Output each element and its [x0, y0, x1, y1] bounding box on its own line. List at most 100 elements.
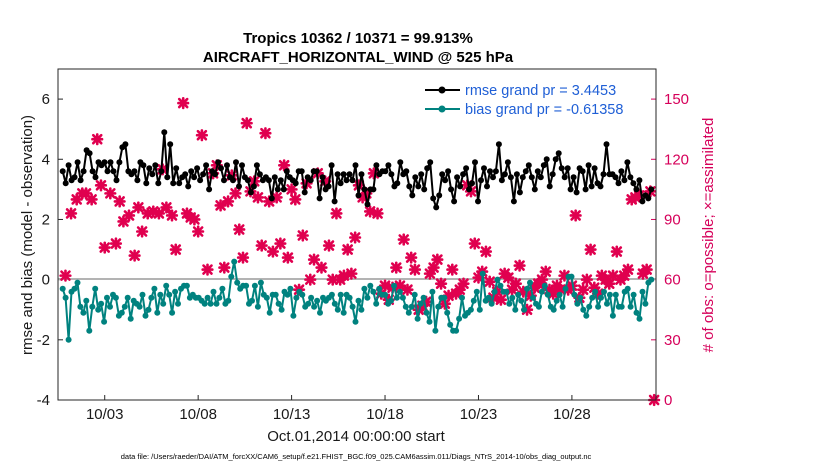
rmse-point: [176, 180, 183, 187]
bias-point: [80, 309, 87, 316]
rmse-point: [298, 168, 305, 175]
rmse-point: [155, 180, 162, 187]
obs-assimilated-marker: [304, 273, 317, 286]
obs-assimilated-marker: [610, 245, 623, 258]
bias-point: [263, 294, 270, 301]
rmse-point: [507, 174, 514, 181]
obs-assimilated-marker: [322, 239, 336, 252]
y-left-tick-label: 0: [42, 272, 50, 289]
bias-point: [317, 309, 323, 316]
rmse-point: [469, 180, 475, 187]
bias-point: [370, 288, 377, 295]
rmse-point: [633, 186, 640, 193]
bias-point: [71, 285, 78, 292]
bias-point: [553, 297, 560, 304]
rmse-point: [134, 177, 141, 184]
rmse-point: [292, 180, 299, 187]
rmse-point: [484, 183, 490, 190]
bias-point: [414, 315, 421, 322]
bias-point: [254, 303, 261, 310]
data-file-footnote: data file: /Users/raeder/DAI/ATM_forcXX/…: [121, 452, 592, 461]
obs-assimilated-marker: [109, 237, 123, 250]
x-axis-label: Oct.01,2014 00:00:00 start: [267, 428, 445, 445]
bias-point: [556, 291, 563, 298]
bias-point: [249, 297, 255, 304]
bias-point: [423, 309, 430, 316]
bias-point: [642, 300, 649, 307]
bias-point: [488, 300, 495, 307]
obs-assimilated-marker: [195, 129, 208, 142]
rmse-point: [636, 177, 643, 184]
rmse-point: [253, 162, 260, 169]
rmse-point: [531, 186, 538, 193]
rmse-point: [149, 171, 156, 178]
rmse-point: [116, 159, 123, 166]
rmse-point: [522, 168, 529, 175]
obs-assimilated-marker: [188, 213, 201, 226]
rmse-point: [274, 186, 281, 193]
bias-point: [586, 303, 593, 310]
bias-point: [574, 300, 581, 307]
bias-point: [204, 294, 211, 301]
obs-assimilated-marker: [584, 243, 597, 256]
bias-point: [589, 294, 596, 301]
rmse-point: [80, 168, 87, 175]
rmse-point: [600, 171, 607, 178]
obs-assimilated-marker: [483, 275, 496, 288]
obs-assimilated-marker: [509, 277, 522, 290]
rmse-point: [549, 171, 556, 178]
obs-assimilated-marker: [371, 207, 384, 220]
bias-point: [136, 303, 143, 310]
y-left-tick-label: -2: [37, 332, 50, 349]
bias-point: [636, 315, 643, 322]
rmse-point: [364, 201, 371, 208]
right-axis: 0 30 60 90 120 150: [651, 91, 689, 409]
bias-point: [278, 306, 285, 313]
rmse-point: [167, 141, 174, 148]
bias-point: [65, 336, 72, 343]
bias-point: [121, 303, 128, 310]
bias-point: [124, 294, 131, 301]
rmse-point: [567, 186, 574, 193]
rmse-point: [301, 189, 308, 196]
rmse-point: [110, 168, 117, 175]
bias-point: [157, 291, 164, 298]
obs-assimilated-marker: [281, 251, 294, 264]
rmse-point: [421, 186, 428, 193]
bias-point: [364, 294, 371, 301]
bias-point: [74, 279, 81, 286]
bias-point: [518, 297, 525, 304]
rmse-point: [582, 186, 589, 193]
bias-point: [201, 300, 208, 307]
rmse-point: [191, 174, 198, 181]
rmse-point: [200, 171, 207, 178]
bias-point: [592, 288, 599, 295]
rmse-point: [552, 156, 559, 163]
obs-assimilated-marker: [337, 269, 351, 282]
bias-point: [151, 285, 158, 292]
bias-point: [234, 279, 241, 286]
obs-assimilated-marker: [177, 97, 190, 110]
bias-point: [293, 294, 300, 301]
obs-assimilated-marker: [296, 229, 309, 242]
obs-assimilated-marker: [330, 207, 343, 220]
obs-assimilated-marker: [397, 233, 410, 246]
obs-assimilated-marker: [405, 251, 418, 264]
rmse-point: [409, 192, 416, 199]
bias-point: [210, 288, 217, 295]
obs-assimilated-marker: [128, 249, 141, 262]
bias-point: [497, 282, 504, 289]
bias-point: [453, 327, 460, 334]
obs-assimilated-marker: [104, 187, 117, 200]
bias-point: [331, 300, 338, 307]
bias-point: [266, 309, 273, 316]
bias-point: [77, 303, 84, 310]
rmse-point: [307, 177, 314, 184]
obs-assimilated-marker: [218, 261, 231, 274]
bias-point: [476, 306, 483, 313]
bias-point: [624, 285, 631, 292]
bias-point: [334, 306, 341, 313]
bias-point: [142, 312, 149, 319]
rmse-point: [537, 174, 544, 181]
bias-point: [352, 318, 359, 325]
